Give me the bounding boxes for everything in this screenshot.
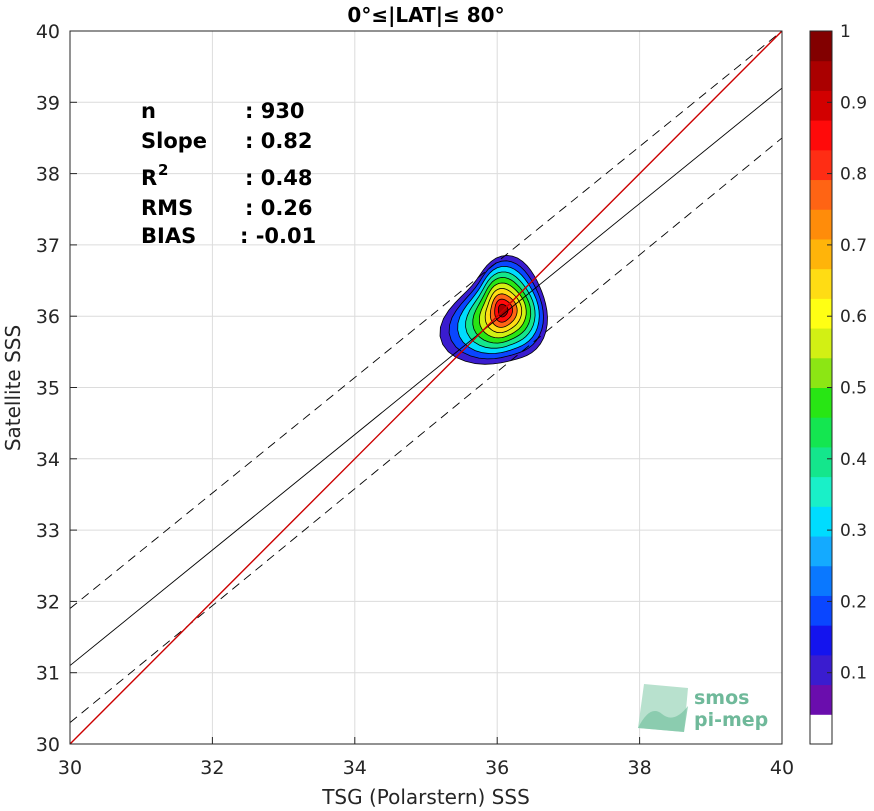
y-axis-label: Satellite SSS [1, 325, 25, 451]
colorbar-swatch [810, 31, 832, 62]
regression-line [69, 87, 783, 666]
x-tick-label: 34 [343, 757, 367, 779]
colorbar-swatch [810, 506, 832, 537]
stat-label: R [141, 166, 157, 190]
colorbar-tick-label: 0.1 [840, 664, 867, 684]
logo-line1: smos [694, 687, 749, 709]
stat-value: : 0.48 [245, 166, 313, 190]
colorbar-swatch [810, 446, 832, 478]
colorbar-swatch [810, 238, 832, 270]
colorbar-swatch [810, 387, 832, 418]
colorbar-swatch [810, 684, 832, 715]
stat-label: BIAS [141, 224, 196, 248]
y-tick-label: 33 [36, 520, 60, 542]
colorbar-swatch [810, 149, 832, 181]
x-tick-label: 30 [58, 757, 82, 779]
chart-title: 0°≤|LAT|≤ 80° [347, 3, 504, 27]
colorbar-tick-label: 0.8 [840, 165, 867, 185]
colorbar-swatch [810, 209, 832, 240]
colorbar-swatch [810, 328, 832, 359]
x-axis-label: TSG (Polarstern) SSS [321, 785, 530, 809]
colorbar-tick-label: 0.7 [840, 236, 867, 256]
y-axis-ticks: 30 31 32 33 34 35 36 37 38 39 40 [36, 21, 77, 756]
colorbar-swatch [810, 90, 832, 121]
x-tick-label: 38 [628, 757, 652, 779]
logo-line2: pi-mep [694, 709, 768, 731]
x-tick-label: 36 [485, 757, 509, 779]
y-tick-label: 39 [36, 92, 60, 114]
stat-label: RMS [141, 196, 193, 220]
colorbar-swatch [810, 179, 832, 210]
colorbar-swatch [810, 476, 832, 507]
colorbar-tick-label: 0.3 [840, 521, 867, 541]
x-tick-label: 40 [770, 757, 794, 779]
y-tick-label: 30 [36, 734, 60, 756]
reference-lines [69, 30, 783, 745]
colorbar-swatch [810, 536, 832, 567]
colorbar-tick-label: 0.4 [840, 450, 867, 470]
y-tick-label: 35 [36, 378, 60, 400]
stat-label-superscript: 2 [158, 161, 168, 179]
y-tick-label: 37 [36, 235, 60, 257]
logo-wave-icon-front [638, 706, 688, 732]
colorbar-tick-label: 0.5 [840, 379, 867, 399]
colorbar-tick-label: 0.2 [840, 592, 867, 612]
stat-label: n [141, 99, 156, 123]
colorbar-swatch [810, 120, 832, 151]
stat-value: : 0.82 [245, 129, 313, 153]
y-tick-label: 40 [36, 21, 60, 43]
y-tick-label: 32 [36, 591, 60, 613]
colorbar-tick-label: 0.6 [840, 307, 867, 327]
colorbar-swatch [810, 714, 832, 745]
y-tick-label: 36 [36, 306, 60, 328]
colorbar-swatch [810, 417, 832, 448]
density-contours [439, 254, 548, 365]
colorbar-swatch [810, 595, 832, 626]
colorbar-swatch [810, 268, 832, 299]
x-axis-ticks: 30 32 34 36 38 40 [58, 737, 794, 779]
colorbar-tick-label: 1 [840, 22, 851, 42]
colorbar-swatch [810, 357, 832, 388]
y-tick-label: 38 [36, 164, 60, 186]
colorbar-tick-label: 0.9 [840, 93, 867, 113]
colorbar-swatch [810, 298, 832, 329]
one-to-one-line [69, 30, 783, 745]
stat-label: Slope [141, 129, 207, 153]
stat-value: : -0.01 [240, 224, 316, 248]
stat-value: : 0.26 [245, 196, 313, 220]
x-tick-label: 32 [200, 757, 224, 779]
stats-box: n : 930 Slope : 0.82 R 2 : 0.48 RMS : 0.26 BIAS : … [141, 99, 316, 248]
y-tick-label: 31 [36, 663, 60, 685]
colorbar: 0.1 0.2 0.3 0.4 0.5 0.6 0.7 0.8 0.9 1 [809, 22, 867, 745]
y-tick-label: 34 [36, 449, 60, 471]
upper-bound-dashed-line [69, 30, 783, 609]
colorbar-swatch [810, 60, 832, 91]
colorbar-swatch [810, 565, 832, 596]
smos-pi-mep-logo: smos pi-mep [638, 684, 768, 732]
colorbar-swatch [810, 654, 832, 686]
stat-value: : 930 [245, 99, 305, 123]
colorbar-swatch [810, 625, 832, 656]
